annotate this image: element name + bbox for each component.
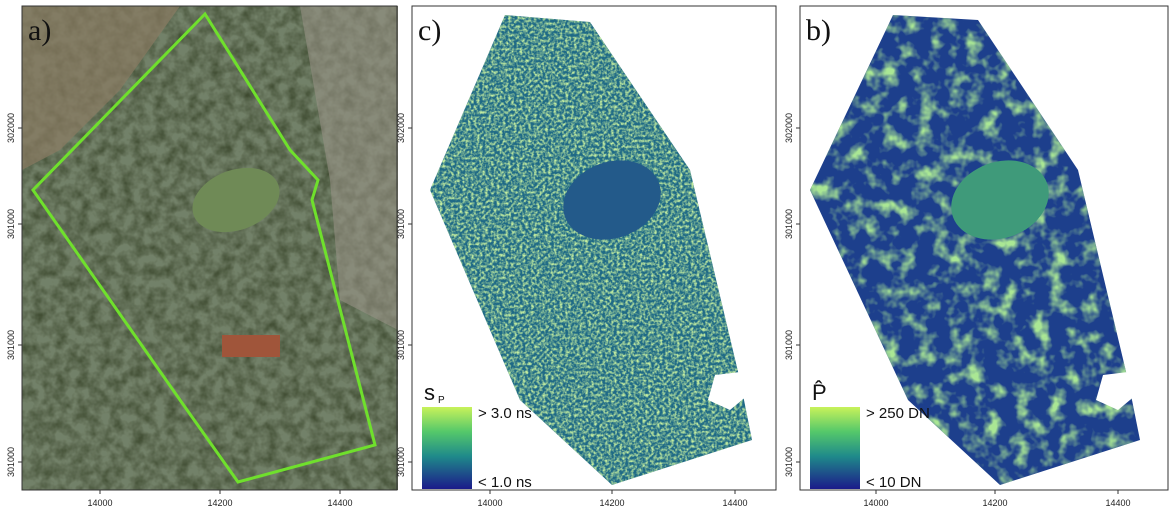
y-tick-label: 301000 (784, 330, 794, 360)
y-tick-label: 301000 (396, 447, 406, 477)
figure: a) 14000 14200 14400 302000 301000 301000 30100… (0, 0, 1169, 513)
legend-symbol: P̂ (812, 380, 827, 405)
y-tick-label: 302000 (396, 113, 406, 143)
legend-high: > 3.0 ns (478, 405, 532, 422)
y-tick-label: 302000 (6, 113, 16, 143)
legend-low: < 1.0 ns (478, 474, 532, 491)
y-tick-label: 301000 (784, 209, 794, 239)
x-tick-label: 14000 (863, 498, 888, 508)
legend-subscript: P (438, 395, 445, 406)
legend-high: > 250 DN (866, 405, 930, 422)
panel-label: b) (806, 14, 831, 47)
y-tick-label: 301000 (6, 330, 16, 360)
building (222, 335, 280, 357)
x-tick-label: 14000 (477, 498, 502, 508)
y-tick-label: 301000 (396, 209, 406, 239)
x-tick-label: 14400 (722, 498, 747, 508)
legend-low: < 10 DN (866, 474, 921, 491)
legend-ramp (810, 407, 860, 489)
x-tick-label: 14200 (207, 498, 232, 508)
y-tick-label: 301000 (396, 330, 406, 360)
x-tick-label: 14200 (599, 498, 624, 508)
x-tick-label: 14400 (327, 498, 352, 508)
panel-label: a) (28, 14, 51, 47)
panel-label: c) (418, 14, 441, 47)
y-tick-label: 301000 (6, 447, 16, 477)
legend-symbol: s (424, 380, 435, 405)
y-tick-label: 301000 (784, 447, 794, 477)
legend-ramp (422, 407, 472, 489)
x-tick-label: 14200 (982, 498, 1007, 508)
y-tick-label: 301000 (6, 209, 16, 239)
x-tick-label: 14400 (1105, 498, 1130, 508)
y-tick-label: 302000 (784, 113, 794, 143)
x-tick-label: 14000 (87, 498, 112, 508)
